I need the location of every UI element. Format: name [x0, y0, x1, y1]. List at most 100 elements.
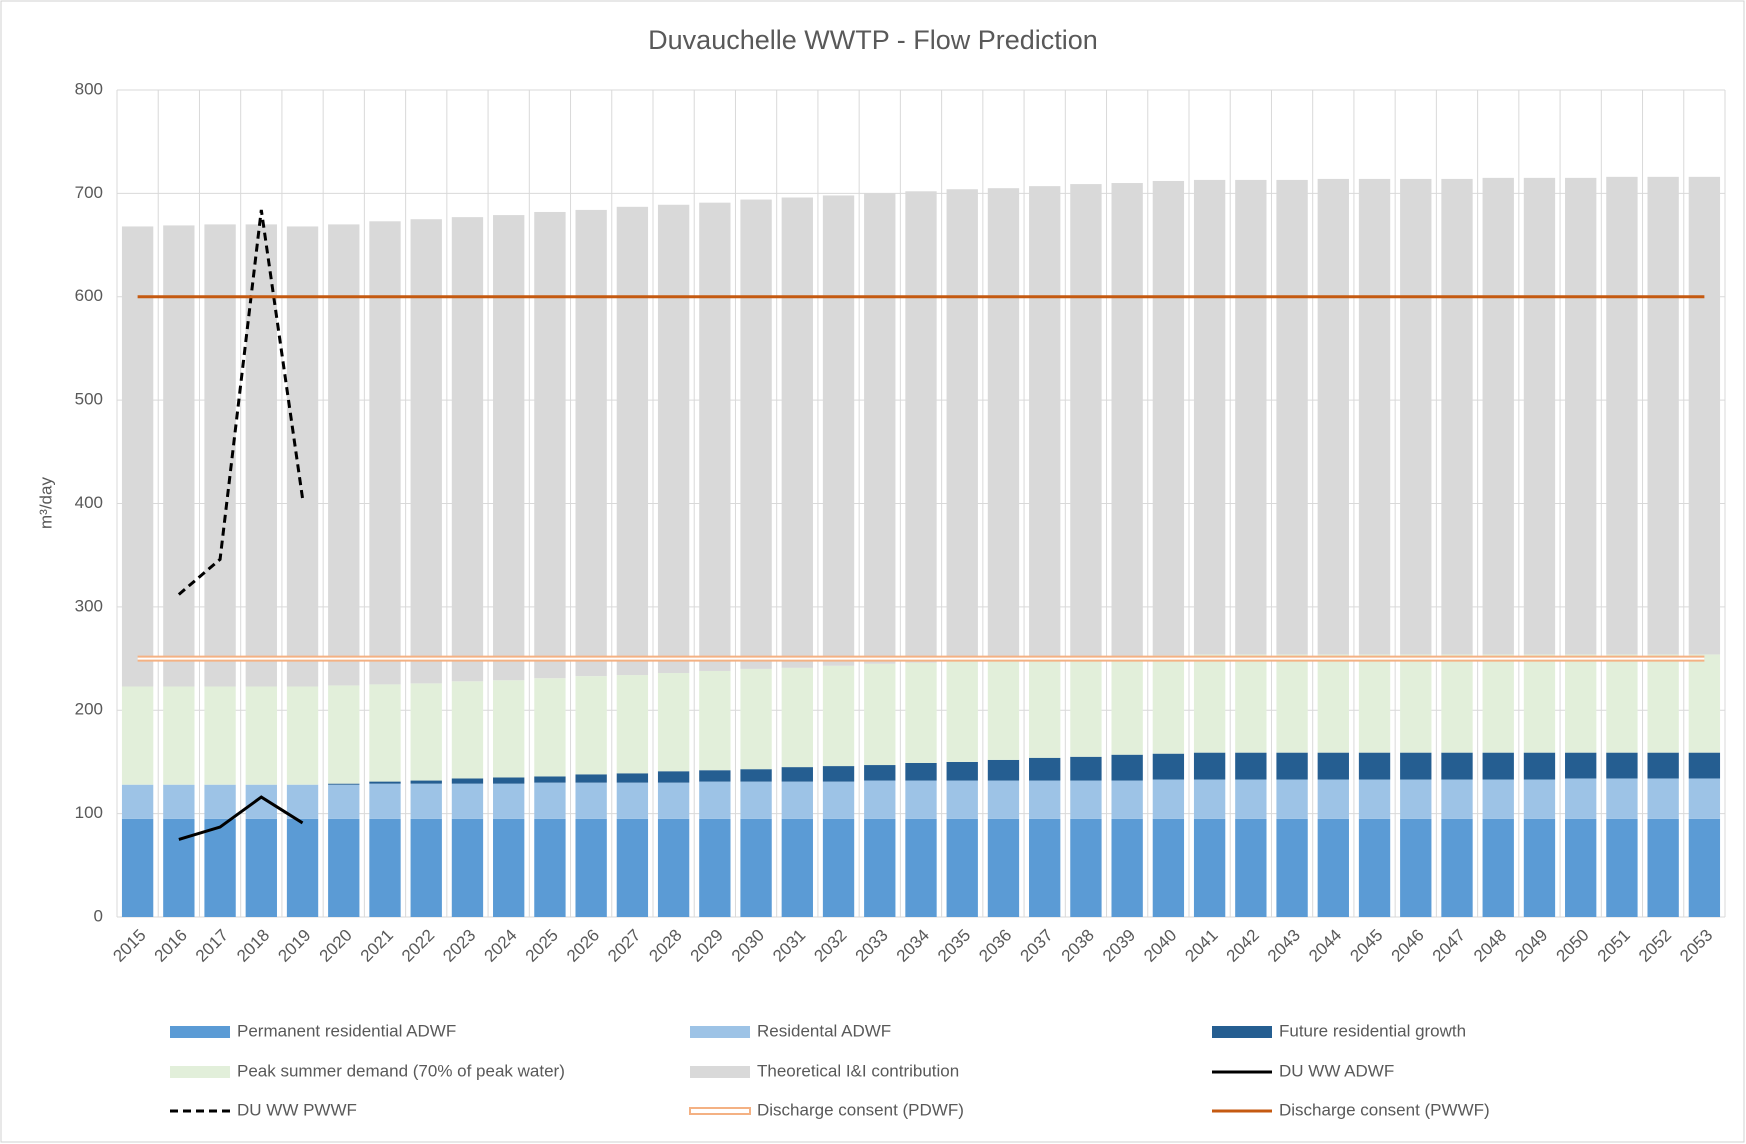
bar-segment	[616, 206, 649, 676]
bar-segment	[245, 224, 277, 687]
bar-segment	[369, 783, 401, 819]
bar-segment	[616, 773, 649, 783]
bar-segment	[1358, 752, 1391, 780]
bar-segment	[1317, 818, 1349, 917]
bar-segment	[1688, 818, 1721, 917]
bar-segment	[781, 781, 813, 819]
bar-segment	[1441, 818, 1473, 917]
legend-label: DU WW ADWF	[1279, 1061, 1394, 1080]
bar-segment	[1606, 654, 1638, 753]
bar-segment	[740, 781, 772, 819]
bar-segment	[1235, 779, 1267, 819]
bar-segment	[493, 818, 525, 917]
bar-segment	[987, 818, 1020, 917]
y-tick-label: 600	[75, 286, 103, 305]
bar-segment	[1647, 752, 1679, 779]
y-axis-label: m³/day	[36, 477, 55, 529]
bar-segment	[699, 770, 731, 782]
bar-segment	[534, 678, 566, 777]
bar-segment	[204, 686, 236, 785]
legend-label: Peak summer demand (70% of peak water)	[237, 1061, 565, 1080]
bar-segment	[699, 670, 731, 771]
y-tick-label: 0	[94, 906, 103, 925]
bar-segment	[1193, 779, 1226, 819]
bar-segment	[1029, 658, 1061, 758]
bar-segment	[1070, 818, 1102, 917]
legend-label: Future residential growth	[1279, 1021, 1466, 1040]
bar-segment	[575, 782, 607, 819]
bar-segment	[204, 224, 236, 687]
bar-segment	[1193, 818, 1226, 917]
bar-segment	[1565, 177, 1597, 655]
bar-segment	[1235, 654, 1267, 753]
bar-segment	[946, 780, 978, 819]
bar-segment	[1152, 779, 1185, 819]
legend-swatch	[690, 1026, 750, 1038]
bar-segment	[163, 686, 195, 785]
bar-segment	[1565, 752, 1597, 779]
bar-segment	[493, 783, 525, 819]
bar-segment	[1317, 779, 1349, 819]
bar-segment	[1276, 752, 1308, 780]
bar-segment	[163, 225, 195, 687]
line-series	[178, 795, 304, 841]
legend-label: Theoretical I&I contribution	[757, 1061, 959, 1080]
bar-segment	[1070, 756, 1102, 781]
bar-segment	[121, 818, 154, 917]
bar-segment	[451, 818, 484, 917]
bar-segment	[946, 660, 978, 762]
bar-segment	[1317, 178, 1349, 655]
y-tick-label: 300	[75, 596, 103, 615]
bar-segment	[1358, 779, 1391, 819]
legend-label: Discharge consent (PDWF)	[757, 1100, 964, 1119]
bar-segment	[575, 818, 607, 917]
bar-segment	[1111, 754, 1143, 781]
bar-segment	[328, 783, 360, 785]
bar-segment	[987, 659, 1020, 760]
bar-segment	[328, 784, 360, 819]
bar-segment	[534, 782, 566, 819]
bar-segment	[1358, 654, 1391, 753]
bar-segment	[781, 818, 813, 917]
bar-segment	[369, 684, 401, 782]
bar-segment	[740, 199, 772, 669]
bar-segment	[1523, 654, 1556, 753]
bar-segment	[534, 776, 566, 783]
legend-label: Permanent residential ADWF	[237, 1021, 456, 1040]
y-tick-label: 500	[75, 390, 103, 409]
bar-segment	[822, 665, 855, 767]
bar-segment	[864, 193, 896, 664]
bar-segment	[822, 781, 855, 819]
bar-segment	[1688, 752, 1721, 779]
y-tick-label: 100	[75, 803, 103, 822]
bar-segment	[1111, 818, 1143, 917]
bar-segment	[1606, 752, 1638, 779]
bar-segment	[946, 818, 978, 917]
bar-segment	[987, 188, 1020, 660]
y-tick-label: 200	[75, 700, 103, 719]
bar-segment	[1111, 183, 1143, 657]
bar-segment	[657, 204, 690, 674]
bar-segment	[1111, 656, 1143, 755]
bar-segment	[451, 217, 484, 682]
bar-segment	[905, 818, 937, 917]
bar-segment	[740, 818, 772, 917]
bar-segment	[616, 818, 649, 917]
bar-segment	[822, 766, 855, 782]
bar-segment	[1482, 818, 1514, 917]
bar-segment	[286, 818, 319, 917]
bar-segment	[534, 818, 566, 917]
legend-swatch	[689, 1107, 751, 1115]
bar-segment	[1523, 779, 1556, 819]
bar-segment	[493, 680, 525, 778]
bar-segment	[163, 818, 195, 917]
legend-label: Residental ADWF	[757, 1021, 891, 1040]
bar-segment	[1235, 752, 1267, 780]
bar-segment	[1152, 818, 1185, 917]
bar-segment	[1647, 176, 1679, 655]
bar-segment	[1441, 178, 1473, 655]
legend-swatch	[170, 1066, 230, 1078]
y-tick-label: 800	[75, 79, 103, 98]
bar-segment	[1317, 654, 1349, 753]
bar-segment	[1193, 179, 1226, 655]
